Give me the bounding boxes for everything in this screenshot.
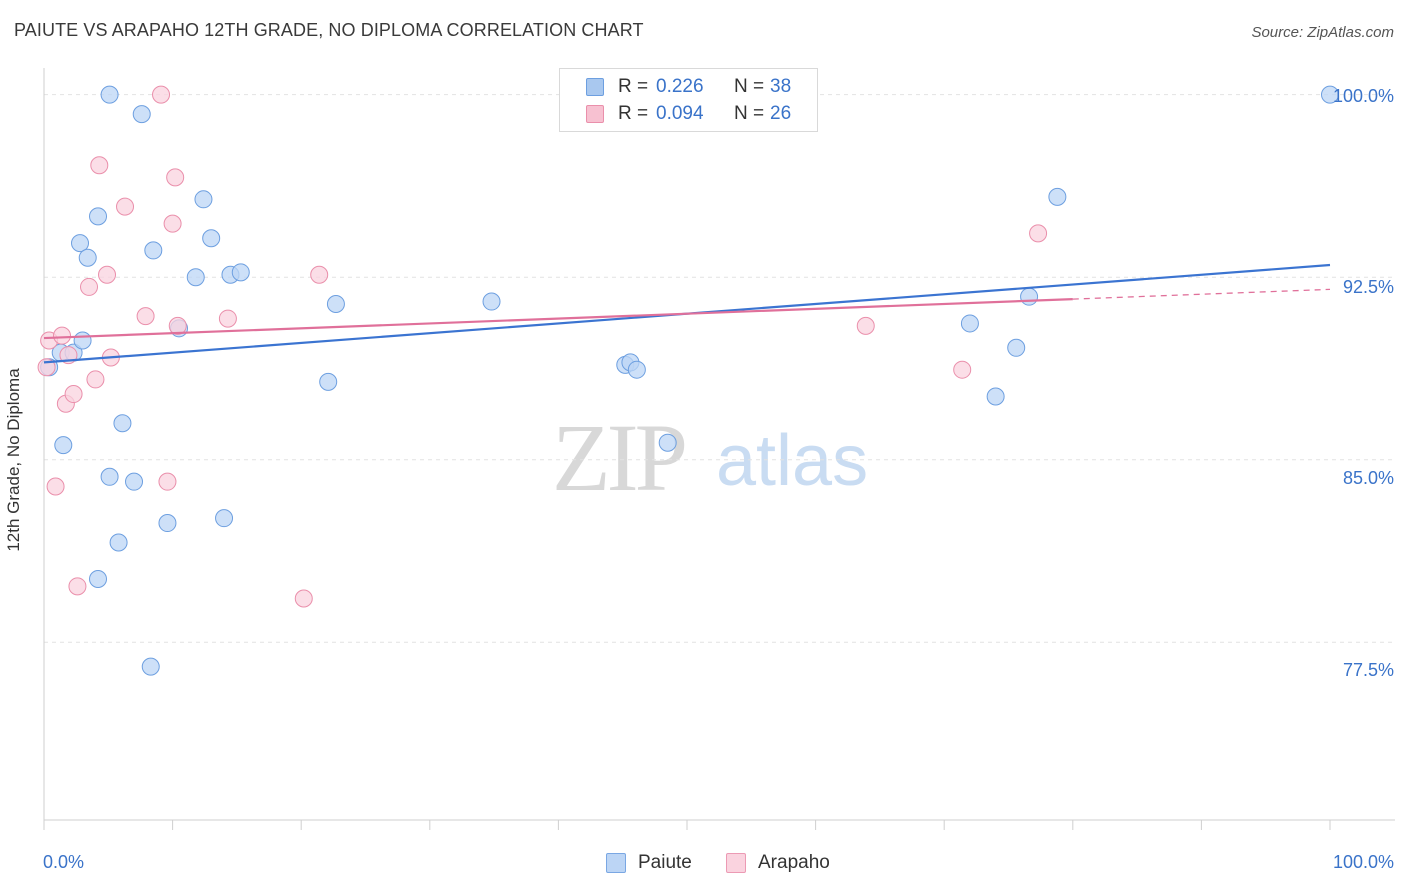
y-tick-label: 77.5% [1342, 660, 1394, 680]
arapaho-point [163, 214, 182, 233]
arapaho-point [53, 326, 72, 345]
paiute-point [215, 509, 234, 528]
y-tick-label: 92.5% [1342, 277, 1394, 297]
paiute-point [100, 85, 119, 104]
x-tick-label: 100.0% [1332, 852, 1394, 872]
paiute-point [113, 414, 132, 433]
paiute-point [186, 268, 205, 287]
paiute-point [1048, 187, 1067, 206]
arapaho-point [158, 472, 177, 491]
legend-n-label: N = [734, 103, 765, 124]
paiute-point [132, 105, 151, 124]
arapaho-point [46, 477, 65, 496]
watermark-zip: ZIP [552, 404, 688, 511]
paiute-point [627, 360, 646, 379]
legend-label-paiute: Paiute [638, 852, 692, 873]
paiute-point [960, 314, 979, 333]
legend-item-paiute: Paiute [606, 852, 692, 874]
arapaho-point [168, 316, 187, 335]
legend-n-value: 26 [770, 103, 792, 124]
legend-r-label: R = [618, 76, 649, 97]
arapaho-trend-line [43, 298, 1073, 340]
paiute-point [326, 294, 345, 313]
legend-row-arapaho: R = 0.094 N = 26 [586, 103, 791, 125]
watermark-atlas: atlas [716, 421, 869, 501]
legend-swatch-paiute [586, 78, 604, 96]
arapaho-point [294, 589, 313, 608]
paiute-point [141, 657, 160, 676]
legend-item-arapaho: Arapaho [726, 852, 830, 874]
paiute-point [125, 472, 144, 491]
arapaho-point [64, 385, 83, 404]
paiute-point [194, 190, 213, 209]
paiute-point [319, 372, 338, 391]
arapaho-point [218, 309, 237, 328]
legend-n-label: N = [734, 76, 765, 97]
legend-row-paiute: R = 0.226 N = 38 [586, 76, 791, 98]
paiute-point [109, 533, 128, 552]
legend-swatch-arapaho [586, 105, 604, 123]
chart-title: PAIUTE VS ARAPAHO 12TH GRADE, NO DIPLOMA… [14, 20, 644, 40]
x-tick-label: 0.0% [43, 852, 85, 872]
paiute-point [231, 263, 250, 282]
paiute-point [158, 514, 177, 533]
paiute-point [100, 467, 119, 486]
arapaho-trend-extension [1072, 288, 1331, 300]
arapaho-point [152, 85, 171, 104]
y-axis-label: 12th Grade, No Diploma [4, 368, 23, 552]
arapaho-point [116, 197, 135, 216]
chart-source: Source: ZipAtlas.com [1251, 24, 1394, 41]
paiute-point [71, 234, 90, 253]
series-legend: Paiute Arapaho [0, 852, 1406, 876]
legend-swatch-arapaho [726, 853, 746, 873]
arapaho-point [37, 358, 56, 377]
legend-r-label: R = [618, 103, 649, 124]
legend-label-arapaho: Arapaho [758, 852, 830, 873]
paiute-point [1007, 338, 1026, 357]
paiute-point [658, 433, 677, 452]
paiute-point [1321, 85, 1339, 104]
arapaho-point [166, 168, 185, 187]
arapaho-point [136, 307, 155, 326]
arapaho-point [856, 316, 875, 335]
arapaho-point [953, 360, 972, 379]
legend-r-value: 0.094 [656, 103, 704, 124]
arapaho-point [310, 265, 329, 284]
paiute-point [89, 570, 108, 589]
paiute-point [986, 387, 1005, 406]
paiute-point [89, 207, 108, 226]
paiute-point [1020, 287, 1039, 306]
legend-swatch-paiute [606, 853, 626, 873]
arapaho-point [68, 577, 87, 596]
arapaho-point [1029, 224, 1048, 243]
paiute-point [78, 248, 97, 267]
paiute-point [144, 241, 163, 260]
paiute-point [482, 292, 501, 311]
arapaho-point [90, 156, 109, 175]
y-tick-label: 85.0% [1342, 468, 1394, 488]
correlation-legend: R = 0.226 N = 38 R = 0.094 N = 26 [559, 68, 818, 132]
y-tick-label: 100.0% [1332, 86, 1394, 106]
arapaho-point [98, 265, 117, 284]
arapaho-point [80, 277, 99, 296]
legend-n-value: 38 [770, 76, 792, 97]
arapaho-point [86, 370, 105, 389]
paiute-point [202, 229, 221, 248]
paiute-point [73, 331, 92, 350]
paiute-point [54, 436, 73, 455]
legend-r-value: 0.226 [656, 76, 704, 97]
